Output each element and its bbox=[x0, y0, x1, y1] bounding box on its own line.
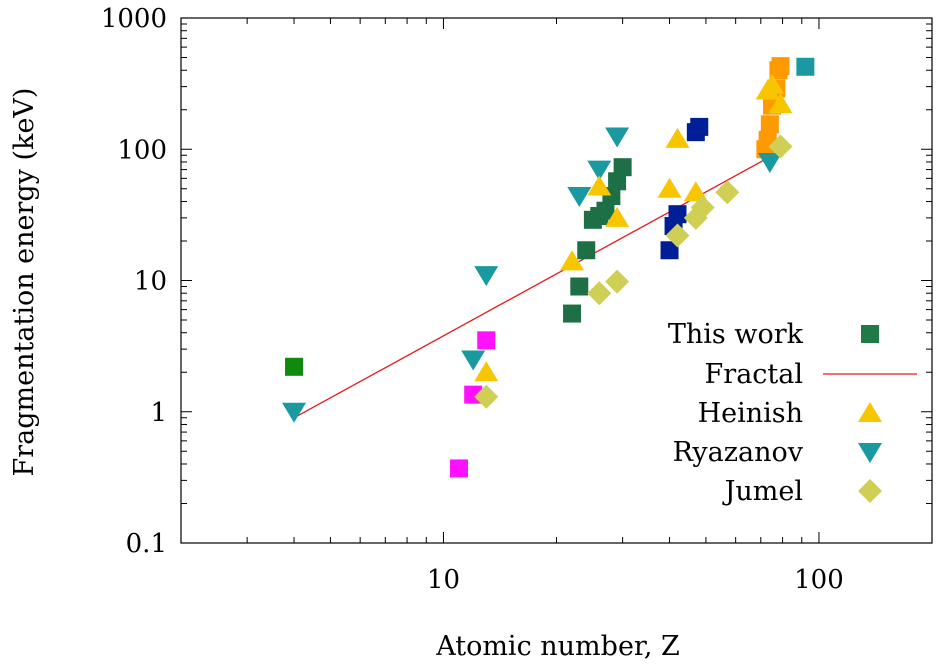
jumel-point bbox=[715, 180, 740, 205]
ryazanov-point bbox=[605, 127, 630, 148]
heinish-point bbox=[665, 127, 690, 148]
this-work-point bbox=[285, 357, 304, 376]
jumel-point bbox=[768, 134, 793, 159]
jumel-point bbox=[587, 281, 612, 306]
heinish-point bbox=[587, 175, 612, 196]
this-work-point bbox=[771, 57, 790, 76]
legend-swatch-triangle-down bbox=[858, 443, 882, 463]
y-tick-label: 0.1 bbox=[126, 529, 167, 559]
this-work-point bbox=[563, 304, 582, 323]
heinish-point bbox=[657, 177, 682, 198]
x-tick-label: 100 bbox=[794, 565, 844, 595]
legend: This work Fractal Heinish Ryazanov Jumel bbox=[668, 319, 917, 507]
ticks-layer bbox=[180, 17, 933, 544]
y-tick-label: 10 bbox=[134, 267, 167, 297]
ryazanov-point bbox=[757, 152, 782, 173]
heinish-point bbox=[560, 250, 585, 271]
heinish-point bbox=[768, 93, 793, 114]
y-axis-label: Fragmentation energy (keV) bbox=[9, 88, 40, 477]
legend-label-jumel: Jumel bbox=[722, 476, 803, 507]
this-work-point bbox=[796, 57, 815, 76]
this-work-point bbox=[577, 241, 596, 260]
y-tick-label: 1000 bbox=[101, 4, 167, 34]
jumel-point bbox=[474, 384, 499, 409]
heinish-point bbox=[760, 73, 785, 94]
legend-swatches bbox=[823, 325, 917, 503]
ryazanov-point bbox=[282, 402, 307, 423]
ryazanov-point bbox=[567, 187, 592, 208]
this-work-point bbox=[660, 241, 679, 260]
legend-swatch-diamond bbox=[858, 479, 882, 503]
y-tick-label: 100 bbox=[117, 135, 167, 165]
ryazanov-point bbox=[474, 266, 499, 287]
legend-label-fractal: Fractal bbox=[705, 359, 803, 390]
this-work-point bbox=[668, 205, 687, 224]
this-work-point bbox=[613, 158, 632, 177]
heinish-point bbox=[605, 206, 630, 227]
heinish-point bbox=[474, 361, 499, 382]
data-marks-layer bbox=[282, 57, 815, 478]
jumel-point bbox=[690, 195, 715, 220]
legend-label-ryazanov: Ryazanov bbox=[673, 437, 804, 468]
legend-swatch-triangle-up bbox=[858, 402, 882, 422]
this-work-point bbox=[450, 459, 469, 478]
jumel-point bbox=[665, 223, 690, 248]
x-tick-label: 10 bbox=[427, 565, 460, 595]
y-tick-label: 1 bbox=[150, 398, 167, 428]
jumel-point bbox=[605, 269, 630, 294]
legend-label-this-work: This work bbox=[668, 319, 804, 350]
x-axis-label: Atomic number, Z bbox=[435, 631, 680, 662]
tick-labels-layer: 0.1 1 10 100 1000 10 100 bbox=[101, 4, 844, 595]
this-work-point bbox=[477, 331, 496, 350]
ryazanov-point bbox=[587, 160, 612, 181]
this-work-point bbox=[570, 277, 589, 296]
this-work-point bbox=[596, 201, 615, 220]
legend-swatch-square bbox=[861, 325, 879, 343]
plot-frame bbox=[180, 17, 933, 544]
this-work-point bbox=[608, 172, 627, 191]
ryazanov-point bbox=[461, 350, 486, 371]
this-work-point bbox=[690, 117, 709, 136]
this-work-point bbox=[760, 115, 779, 134]
legend-label-heinish: Heinish bbox=[698, 398, 803, 429]
